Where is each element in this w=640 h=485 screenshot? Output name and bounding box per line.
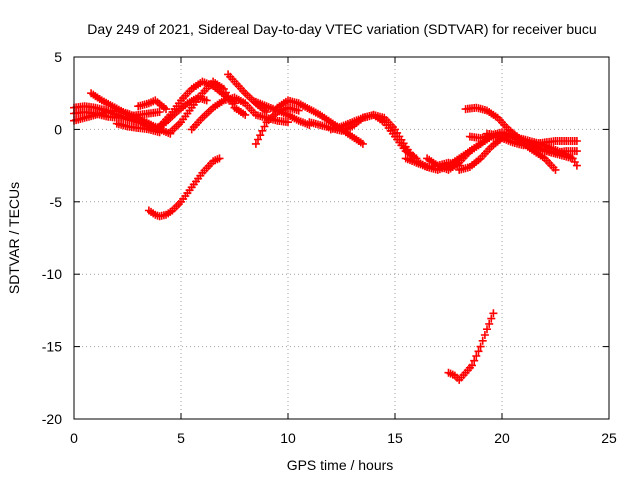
series-points	[187, 93, 292, 134]
y-tick-label: -10	[42, 266, 62, 282]
x-tick-label: 20	[494, 430, 510, 446]
series-arc-6	[134, 96, 170, 114]
series-points	[144, 154, 224, 221]
y-axis-label: SDTVAR / TECUs	[6, 182, 22, 294]
plot-border	[73, 56, 610, 420]
x-tick-label: 0	[70, 430, 78, 446]
series-arc-22	[144, 154, 224, 221]
series-arc-21	[483, 129, 581, 170]
series-points	[444, 309, 498, 384]
series-arc-5	[112, 119, 164, 137]
series-arc-23	[444, 309, 498, 384]
y-tick-label: 5	[54, 49, 62, 65]
y-axis-ticks: -20 -15 -10 -5 0 5	[42, 49, 609, 427]
series-points	[134, 96, 170, 114]
y-tick-label: 0	[54, 121, 62, 137]
y-tick-label: -15	[42, 339, 62, 355]
x-axis-ticks: 0 5 10 15 20 25	[70, 57, 617, 446]
x-tick-label: 5	[177, 430, 185, 446]
x-axis-label: GPS time / hours	[287, 457, 394, 473]
x-tick-label: 25	[601, 430, 617, 446]
chart-title: Day 249 of 2021, Sidereal Day-to-day VTE…	[87, 21, 596, 37]
y-tick-label: -20	[42, 411, 62, 427]
x-tick-label: 10	[280, 430, 296, 446]
y-tick-label: -5	[50, 194, 63, 210]
x-tick-label: 15	[387, 430, 403, 446]
data-series	[70, 70, 581, 384]
series-points	[251, 97, 314, 130]
series-arc-12	[251, 97, 314, 130]
series-arc-9	[187, 93, 292, 134]
grid-lines	[74, 57, 609, 419]
series-points	[112, 119, 164, 137]
series-points	[483, 129, 581, 170]
